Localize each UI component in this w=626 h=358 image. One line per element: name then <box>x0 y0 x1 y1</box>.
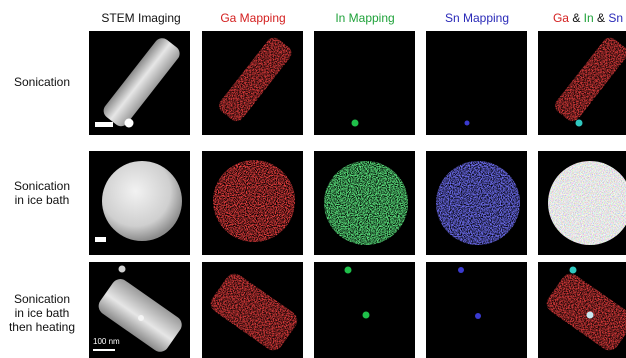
header-merged-sn: Sn <box>608 11 624 25</box>
ga-map-sonication <box>202 31 303 135</box>
header-merged-ga: Ga <box>552 11 569 25</box>
stem-image-ice-bath <box>89 151 190 255</box>
header-in-mapping: In Mapping <box>335 11 395 25</box>
header-merged-amp: & <box>568 11 584 25</box>
stem-image-sonication <box>89 31 190 135</box>
stem-image-ice-bath-heating: 100 nm <box>89 262 190 358</box>
sn-map-ice-bath-heating <box>426 262 527 358</box>
header-merged-in: In <box>583 11 594 25</box>
header-merged-mapping: Ga & In & Sn <box>538 10 626 26</box>
row-label-line: Sonication <box>13 292 71 306</box>
in-map-sonication <box>314 31 415 135</box>
sn-map-ice-bath <box>426 151 527 255</box>
row-label-line: Sonication <box>13 179 71 193</box>
row-label-ice-bath: Sonication in ice bath <box>0 179 84 207</box>
sn-map-sonication <box>426 31 527 135</box>
merged-map-ice-bath-heating <box>538 262 626 358</box>
scale-bar <box>95 122 113 127</box>
header-sn-mapping: Sn Mapping <box>444 11 510 25</box>
scale-bar <box>95 237 106 242</box>
row-label-line: then heating <box>8 320 76 334</box>
merged-map-sonication <box>538 31 626 135</box>
row-label-line: in ice bath <box>14 193 70 207</box>
row-label-sonication: Sonication <box>0 75 84 89</box>
row-label-line: Sonication <box>13 75 71 89</box>
merged-map-ice-bath <box>538 151 626 255</box>
header-ga-mapping: Ga Mapping <box>220 11 286 25</box>
in-map-ice-bath <box>314 151 415 255</box>
row-label-line: in ice bath <box>14 306 70 320</box>
scale-bar <box>93 349 115 351</box>
header-stem-imaging: STEM Imaging <box>101 11 181 25</box>
ga-map-ice-bath-heating <box>202 262 303 358</box>
row-label-ice-bath-heating: Sonication in ice bath then heating <box>0 292 84 334</box>
scale-label: 100 nm <box>93 337 120 346</box>
ga-map-ice-bath <box>202 151 303 255</box>
header-merged-amp: & <box>593 11 609 25</box>
in-map-ice-bath-heating <box>314 262 415 358</box>
